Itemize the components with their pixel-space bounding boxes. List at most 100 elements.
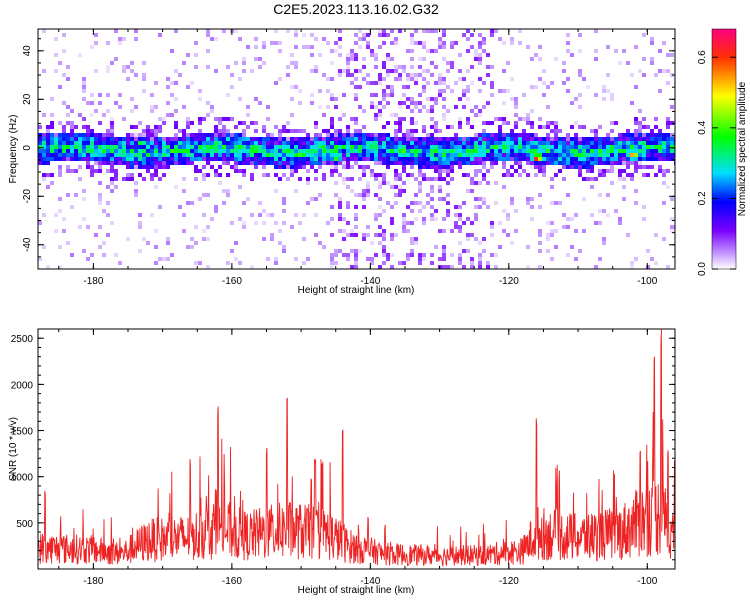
heatmap-cell [442, 177, 446, 181]
heatmap-cell [78, 225, 82, 229]
heatmap-cell [354, 41, 358, 45]
heatmap-cell [186, 149, 190, 153]
heatmap-cell [46, 145, 50, 149]
heatmap-cell [126, 153, 130, 157]
heatmap-cell [282, 145, 286, 149]
heatmap-cell [494, 133, 498, 137]
heatmap-cell [566, 133, 570, 137]
heatmap-cell [430, 161, 434, 165]
heatmap-cell [506, 233, 510, 237]
heatmap-cell [54, 69, 58, 73]
heatmap-cell [286, 121, 290, 125]
heatmap-cell [558, 161, 562, 165]
heatmap-cell [410, 73, 414, 77]
heatmap-cell [318, 149, 322, 153]
heatmap-cell [154, 133, 158, 137]
heatmap-cell [374, 157, 378, 161]
heatmap-cell [178, 129, 182, 133]
heatmap-cell [38, 133, 42, 137]
heatmap-cell [374, 141, 378, 145]
heatmap-cell [482, 165, 486, 169]
heatmap-cell [382, 249, 386, 253]
heatmap-cell [646, 249, 650, 253]
heatmap-cell [570, 137, 574, 141]
heatmap-cell [338, 69, 342, 73]
heatmap-cell [122, 137, 126, 141]
heatmap-cell [422, 137, 426, 141]
heatmap-cell [390, 157, 394, 161]
heatmap-cell [214, 69, 218, 73]
heatmap-cell [562, 145, 566, 149]
heatmap-cell [634, 117, 638, 121]
heatmap-cell [446, 165, 450, 169]
heatmap-cell [566, 193, 570, 197]
heatmap-cell [326, 145, 330, 149]
heatmap-cell [562, 137, 566, 141]
heatmap-cell [278, 177, 282, 181]
heatmap-cell [250, 213, 254, 217]
heatmap-cell [290, 161, 294, 165]
heatmap-cell [378, 101, 382, 105]
heatmap-cell [330, 157, 334, 161]
heatmap-cell [210, 153, 214, 157]
heatmap-cell [254, 153, 258, 157]
heatmap-cell [142, 129, 146, 133]
heatmap-cell [274, 141, 278, 145]
heatmap-cell [598, 257, 602, 261]
heatmap-cell [498, 141, 502, 145]
heatmap-cell [154, 141, 158, 145]
heatmap-cell [358, 249, 362, 253]
heatmap-cell [346, 145, 350, 149]
heatmap-cell [210, 145, 214, 149]
heatmap-cell [630, 157, 634, 161]
heatmap-cell [366, 141, 370, 145]
heatmap-cell [262, 41, 266, 45]
heatmap-cell [406, 153, 410, 157]
heatmap-cell [394, 69, 398, 73]
heatmap-cell [182, 61, 186, 65]
heatmap-cell [418, 65, 422, 69]
heatmap-cell [446, 209, 450, 213]
heatmap-cell [114, 157, 118, 161]
heatmap-cell [62, 149, 66, 153]
heatmap-cell [506, 169, 510, 173]
heatmap-cell [378, 113, 382, 117]
heatmap-cell [258, 101, 262, 105]
heatmap-cell [542, 69, 546, 73]
heatmap-cell [290, 141, 294, 145]
heatmap-cell [482, 149, 486, 153]
heatmap-cell [358, 137, 362, 141]
heatmap-cell [430, 197, 434, 201]
heatmap-cell [346, 133, 350, 137]
heatmap-cell [334, 41, 338, 45]
heatmap-cell [430, 29, 434, 33]
heatmap-cell [622, 169, 626, 173]
heatmap-cell [342, 161, 346, 165]
heatmap-cell [126, 157, 130, 161]
heatmap-cell [398, 161, 402, 165]
heatmap-cell [354, 253, 358, 257]
heatmap-cell [478, 205, 482, 209]
heatmap-cell [450, 45, 454, 49]
heatmap-cell [314, 157, 318, 161]
heatmap-cell [530, 149, 534, 153]
heatmap-cell [218, 153, 222, 157]
heatmap-cell [294, 169, 298, 173]
heatmap-cell [314, 69, 318, 73]
heatmap-cell [378, 145, 382, 149]
heatmap-cell [234, 165, 238, 169]
heatmap-cell [134, 165, 138, 169]
heatmap-cell [358, 85, 362, 89]
heatmap-cell [242, 161, 246, 165]
heatmap-cell [514, 101, 518, 105]
heatmap-cell [398, 153, 402, 157]
heatmap-cell [426, 193, 430, 197]
heatmap-cell [442, 217, 446, 221]
heatmap-cell [438, 149, 442, 153]
snr-y-label: SNR (10 * v/v) [8, 417, 19, 481]
heatmap-cell [150, 133, 154, 137]
heatmap-cell [518, 141, 522, 145]
heatmap-cell [338, 249, 342, 253]
heatmap-cell [538, 117, 542, 121]
heatmap-cell [282, 157, 286, 161]
